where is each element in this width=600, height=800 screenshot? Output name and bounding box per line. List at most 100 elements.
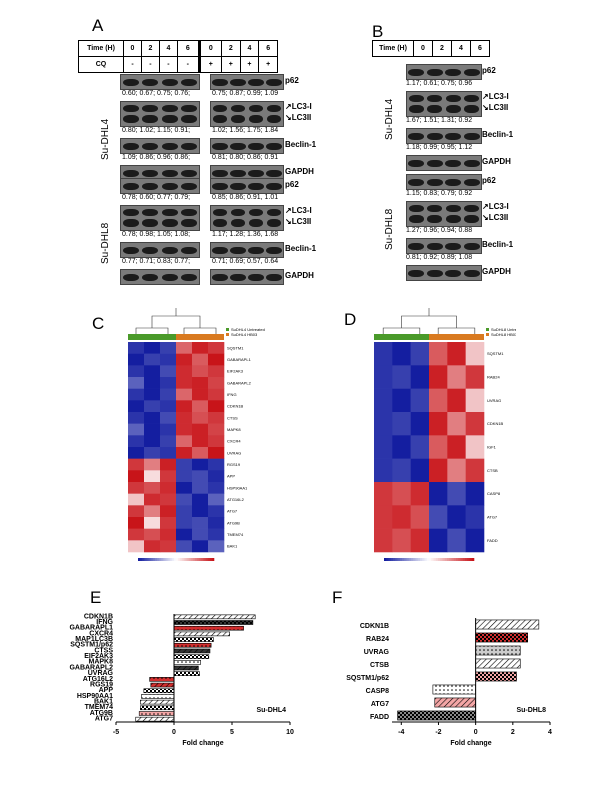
heatmap-cell (208, 482, 225, 494)
gene-label: CDKN1B (227, 404, 244, 409)
category-label: ATG7 (371, 701, 389, 708)
blot-band (230, 246, 246, 254)
cq-cell: - (140, 56, 160, 73)
time-cell: 0 (197, 40, 222, 57)
gene-label: IFNG (227, 392, 237, 397)
heatmap-cell (410, 412, 430, 436)
gene-label: IGF1 (487, 445, 497, 450)
blot-band (161, 115, 178, 123)
panel-letter-e: E (90, 588, 102, 607)
blot-band (445, 269, 461, 277)
blot-band (212, 169, 228, 177)
bar (140, 705, 175, 711)
heatmap-cell (128, 377, 145, 389)
protein-label: GAPDH (482, 157, 511, 166)
group-bar-treated (429, 334, 484, 340)
blot-band (230, 78, 246, 86)
heatmap-cell (392, 482, 411, 506)
panel-letter-f: F (332, 588, 343, 607)
group-bar-untreated (128, 334, 176, 340)
heatmap-cell (447, 482, 466, 506)
bar (173, 642, 212, 648)
blot-band (463, 159, 480, 167)
gene-label: APP (227, 474, 235, 479)
heatmap-cell (374, 482, 393, 506)
blot-cq (210, 242, 284, 258)
blot-cq (210, 178, 284, 194)
category-label: ATG9B (90, 710, 113, 717)
heatmap-cell (208, 412, 225, 424)
blot-band (161, 169, 178, 177)
category-label: FADD (370, 714, 389, 721)
quant-values: 0.81; 0.92; 0.89; 1.08 (406, 254, 473, 261)
heatmap-cell (192, 540, 209, 553)
bar (173, 614, 256, 620)
protein-label: p62 (482, 176, 496, 185)
heatmap-cell (128, 505, 145, 518)
heatmap-cell (392, 342, 411, 366)
heatmap-cell (208, 505, 225, 518)
category-label: GABARAPL2 (69, 664, 113, 671)
heatmap-cell (176, 540, 193, 553)
heatmap-cell (160, 342, 177, 354)
heatmap-cell (160, 412, 177, 424)
heatmap-cell (144, 482, 161, 494)
heatmap-cell (128, 423, 145, 436)
blot-cq (210, 101, 284, 127)
heatmap-cell (447, 505, 466, 529)
blot-band (463, 132, 480, 140)
blot-cq (210, 205, 284, 231)
heatmap-cell (429, 528, 448, 553)
heatmap-cell (208, 447, 225, 459)
color-scale (138, 558, 215, 561)
gene-label: CASP8 (487, 491, 501, 496)
gene-label: ATG9B (227, 520, 240, 525)
blot-band (248, 142, 264, 150)
heatmap-cell (374, 458, 393, 483)
blot-band (230, 104, 246, 112)
gene-label: SQSTM1 (487, 351, 504, 356)
cell-line-label: Su-DHL4 (384, 98, 395, 140)
heatmap-cell (144, 412, 161, 424)
heatmap-cell (128, 342, 145, 354)
blot-band (122, 219, 139, 227)
gene-label: ATG16L2 (227, 497, 245, 502)
heatmap-cell (465, 458, 485, 483)
cq-cell: + (220, 56, 241, 73)
heatmap-cell (208, 435, 225, 448)
category-label: MAPK8 (88, 659, 113, 666)
heatmap-cell (160, 517, 177, 529)
heatmap-cell (144, 353, 161, 366)
heatmap-cell (429, 388, 448, 413)
cq-cell: - (158, 56, 178, 73)
time-cell: 6 (176, 40, 200, 57)
heatmap-cell (208, 493, 225, 506)
heatmap-cell (374, 505, 393, 529)
bar (475, 658, 521, 669)
heatmap-cell (176, 435, 193, 448)
quant-values: 1.18; 0.99; 0.95; 1.12 (406, 144, 473, 151)
blot-band (122, 246, 139, 254)
heatmap-cell (128, 388, 145, 401)
protein-label: ↗LC3-I (285, 102, 312, 111)
blot-band (181, 104, 198, 112)
blot-band (212, 115, 228, 123)
x-tick-label: 4 (548, 729, 552, 736)
quant-values: 1.15; 0.83; 0.79; 0.92 (406, 190, 473, 197)
blot-band (161, 219, 178, 227)
protein-label: Beclin-1 (285, 140, 317, 149)
group-bar-untreated (374, 334, 429, 340)
blot-band (427, 215, 443, 223)
heatmap-cell (176, 470, 193, 483)
time-cell: 0 (413, 40, 433, 57)
cq-cell: + (258, 56, 278, 73)
blot-band (445, 178, 461, 186)
blot-untreated (120, 101, 200, 127)
blot-lane-set (406, 265, 482, 281)
heatmap-cell (192, 493, 209, 506)
gene-label: UVRAG (487, 398, 501, 403)
heatmap-cell (208, 365, 225, 378)
gene-label: CDKN1B (487, 421, 504, 426)
heatmap-cell (208, 458, 225, 471)
blot-band (181, 142, 198, 150)
